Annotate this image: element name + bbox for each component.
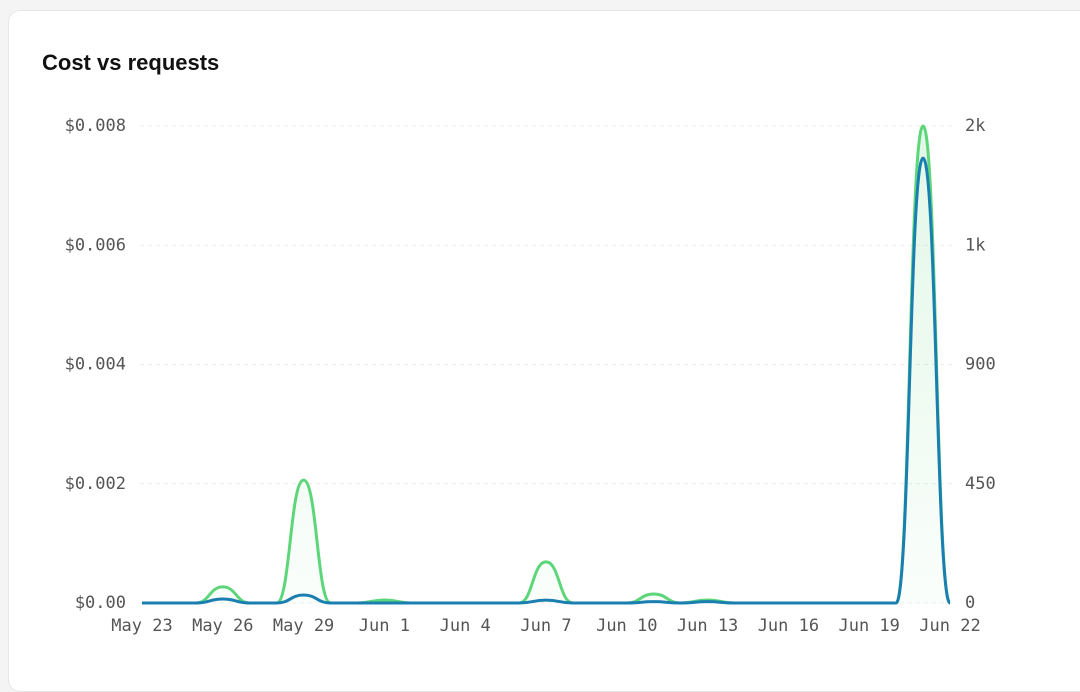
page: {"chart_data": {"type": "line", "title":… bbox=[8, 10, 1080, 692]
line bbox=[142, 156, 952, 605]
y-tick-label: $0.002 bbox=[65, 474, 126, 494]
x-tick-label: Jun 13 bbox=[677, 616, 738, 636]
x-tick-label: Jun 19 bbox=[838, 616, 899, 636]
x-tick-label: Jun 10 bbox=[596, 616, 657, 636]
y2-tick-label: 2k bbox=[965, 116, 985, 136]
x-tick-label: Jun 16 bbox=[758, 616, 819, 636]
x-tick-label: May 29 bbox=[273, 616, 334, 636]
x-tick-label: Jun 22 bbox=[919, 616, 980, 636]
y2-tick-label: 900 bbox=[965, 355, 996, 375]
x-tick-label: May 23 bbox=[111, 616, 172, 636]
y2-tick-label: 0 bbox=[965, 593, 975, 613]
x-tick-label: Jun 7 bbox=[520, 616, 571, 636]
chart-title: Cost vs requests bbox=[42, 50, 219, 75]
chart: Cost vs requests $0.00 $0.002 $0.004 $0.006… bbox=[42, 50, 996, 636]
y-tick-label: $0.004 bbox=[65, 355, 126, 375]
y-tick-label: $0.008 bbox=[65, 116, 126, 136]
x-tick-label: Jun 4 bbox=[440, 616, 491, 636]
y-tick-label: $0.006 bbox=[65, 235, 126, 255]
x-tick-label: May 26 bbox=[192, 616, 253, 636]
x-tick-label: Jun 1 bbox=[359, 616, 410, 636]
y2-tick-label: 450 bbox=[965, 474, 996, 494]
y-tick-label: $0.00 bbox=[75, 593, 126, 613]
y2-tick-label: 1k bbox=[965, 235, 985, 255]
